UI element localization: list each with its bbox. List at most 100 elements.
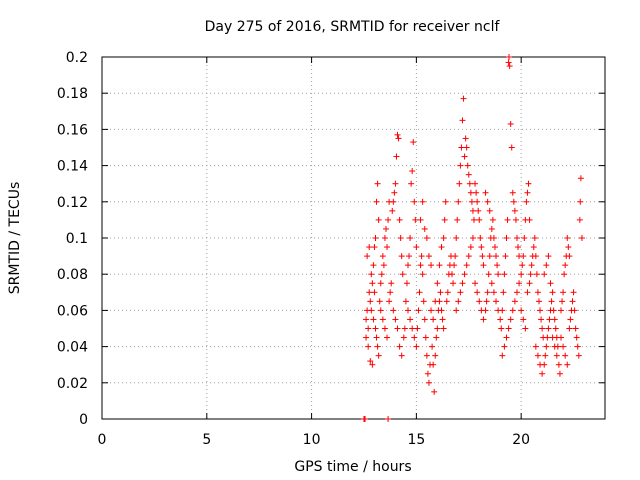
data-point bbox=[411, 198, 418, 205]
data-point bbox=[417, 262, 424, 269]
data-point bbox=[561, 271, 568, 278]
data-point bbox=[373, 334, 380, 341]
data-point bbox=[467, 189, 474, 196]
data-point bbox=[484, 198, 491, 205]
data-point bbox=[520, 316, 527, 323]
data-point bbox=[510, 198, 517, 205]
data-point bbox=[374, 180, 381, 187]
data-point bbox=[368, 271, 375, 278]
data-point bbox=[440, 325, 447, 332]
y-tick-label: 0.08 bbox=[57, 267, 88, 283]
data-point bbox=[516, 280, 523, 287]
data-point bbox=[434, 280, 441, 287]
data-point bbox=[539, 325, 546, 332]
data-point bbox=[385, 416, 392, 422]
data-point bbox=[415, 307, 422, 314]
data-point bbox=[466, 180, 473, 187]
data-point bbox=[534, 289, 541, 296]
x-tick-label: 5 bbox=[202, 432, 211, 448]
x-axis-label: GPS time / hours bbox=[294, 459, 411, 475]
data-point bbox=[576, 216, 583, 223]
data-point bbox=[541, 271, 548, 278]
data-point bbox=[372, 325, 379, 332]
x-tick-label: 0 bbox=[98, 432, 107, 448]
y-tick-label: 0.16 bbox=[57, 122, 88, 138]
data-point bbox=[559, 298, 566, 305]
data-point bbox=[399, 271, 406, 278]
x-tick-label: 20 bbox=[512, 432, 530, 448]
data-point bbox=[437, 289, 444, 296]
data-point bbox=[373, 198, 380, 205]
data-point bbox=[507, 120, 514, 127]
data-point bbox=[523, 198, 530, 205]
data-point bbox=[553, 352, 560, 359]
data-point bbox=[548, 298, 555, 305]
data-point bbox=[524, 189, 531, 196]
data-point bbox=[490, 235, 497, 241]
data-point bbox=[543, 343, 550, 350]
data-point bbox=[406, 253, 413, 260]
data-point bbox=[520, 253, 527, 260]
y-tick-label: 0.02 bbox=[57, 376, 88, 392]
data-point bbox=[392, 180, 399, 187]
data-point bbox=[507, 316, 514, 323]
data-point bbox=[471, 216, 478, 223]
data-point bbox=[423, 352, 430, 359]
data-point bbox=[449, 271, 456, 278]
data-point bbox=[574, 343, 581, 350]
data-point bbox=[477, 235, 484, 241]
y-axis-label: SRMTID / TECUs bbox=[7, 182, 23, 295]
data-point bbox=[453, 307, 460, 314]
data-point bbox=[532, 253, 539, 260]
data-point bbox=[509, 307, 516, 314]
data-point bbox=[534, 352, 541, 359]
data-point bbox=[463, 144, 470, 151]
data-point bbox=[454, 216, 461, 223]
data-point bbox=[503, 235, 510, 241]
data-point bbox=[557, 334, 564, 341]
data-point bbox=[396, 216, 403, 223]
data-point bbox=[556, 370, 563, 377]
data-point bbox=[443, 298, 450, 305]
data-point bbox=[411, 334, 418, 341]
data-point bbox=[525, 180, 532, 187]
data-point bbox=[416, 289, 423, 296]
chart-title: Day 275 of 2016, SRMTID for receiver ncl… bbox=[205, 19, 501, 35]
data-point bbox=[518, 307, 525, 314]
data-point bbox=[386, 298, 393, 305]
data-point bbox=[413, 343, 420, 350]
data-point bbox=[552, 325, 559, 332]
axis-ticks: 0 0.02 0.04 0.06 0.08 0.1 0.12 0.14 0.16 0.18 0.2 0… bbox=[57, 50, 605, 448]
data-point bbox=[564, 235, 571, 241]
data-point bbox=[560, 343, 567, 350]
data-point bbox=[409, 325, 416, 332]
data-point bbox=[384, 244, 391, 251]
data-point bbox=[388, 280, 395, 287]
data-point bbox=[420, 298, 427, 305]
data-point bbox=[441, 216, 448, 223]
data-point bbox=[571, 307, 578, 314]
data-point bbox=[439, 316, 446, 323]
data-point bbox=[391, 189, 398, 196]
data-point bbox=[539, 370, 546, 377]
data-point bbox=[407, 235, 414, 241]
data-point bbox=[390, 307, 397, 314]
data-point bbox=[533, 271, 540, 278]
data-point bbox=[462, 135, 469, 142]
data-point bbox=[379, 253, 386, 260]
data-point bbox=[565, 244, 572, 251]
data-point bbox=[504, 216, 511, 223]
data-point bbox=[419, 271, 426, 278]
data-point bbox=[438, 307, 445, 314]
data-point bbox=[367, 298, 374, 305]
data-point bbox=[524, 289, 531, 296]
data-point bbox=[577, 175, 584, 182]
data-point bbox=[522, 325, 529, 332]
data-point bbox=[521, 235, 528, 241]
data-point bbox=[493, 298, 500, 305]
data-point bbox=[389, 207, 396, 214]
data-point bbox=[485, 271, 492, 278]
data-point bbox=[379, 316, 386, 323]
data-point bbox=[567, 316, 574, 323]
